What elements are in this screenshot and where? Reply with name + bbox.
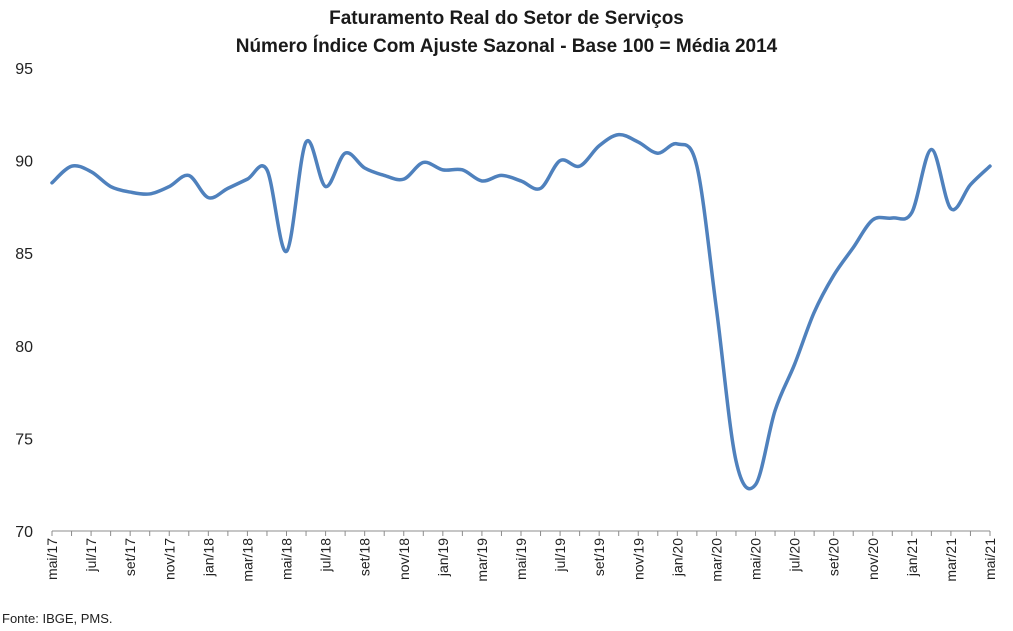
- data-point: [598, 144, 601, 147]
- data-point: [734, 459, 737, 462]
- x-tick-label: nov/17: [161, 538, 177, 580]
- x-tick-label: set/17: [122, 538, 138, 576]
- data-point: [363, 167, 366, 170]
- y-tick-label: 95: [15, 61, 33, 78]
- x-tick-label: mai/17: [44, 538, 60, 580]
- x-tick-label: jul/18: [318, 538, 334, 573]
- y-tick-label: 75: [15, 431, 33, 448]
- x-tick-label: jan/21: [904, 538, 920, 577]
- data-point: [265, 168, 268, 171]
- data-point: [324, 185, 327, 188]
- x-tick-label: mai/21: [982, 538, 998, 580]
- data-point: [207, 196, 210, 199]
- data-point: [989, 165, 992, 168]
- data-point: [695, 165, 698, 168]
- data-point: [715, 307, 718, 310]
- x-tick-label: mai/18: [279, 538, 295, 580]
- data-point: [578, 165, 581, 168]
- data-point: [246, 178, 249, 181]
- x-tick-label: nov/18: [396, 538, 412, 580]
- data-point: [871, 218, 874, 221]
- data-point: [637, 141, 640, 144]
- y-tick-label: 90: [15, 154, 33, 171]
- x-tick-label: jul/19: [552, 538, 568, 573]
- chart-subtitle: Número Índice Com Ajuste Sazonal - Base …: [235, 36, 778, 57]
- data-point: [285, 250, 288, 253]
- x-tick-label: set/19: [591, 538, 607, 576]
- x-tick-label: mar/21: [943, 538, 959, 582]
- data-point: [480, 179, 483, 182]
- data-point: [402, 178, 405, 181]
- data-point: [344, 152, 347, 155]
- data-point: [891, 217, 894, 220]
- x-tick-label: nov/19: [630, 538, 646, 580]
- data-point: [70, 165, 73, 168]
- data-point: [774, 409, 777, 412]
- x-tick-label: nov/20: [865, 538, 881, 580]
- data-point: [539, 187, 542, 190]
- data-point: [187, 174, 190, 177]
- x-tick-label: jan/20: [669, 538, 685, 577]
- data-point: [676, 142, 679, 145]
- x-tick-label: mar/19: [474, 538, 490, 582]
- data-point: [168, 185, 171, 188]
- x-tick-label: mar/20: [708, 538, 724, 582]
- x-tick-label: jan/18: [200, 538, 216, 577]
- data-point: [305, 141, 308, 144]
- x-tick-label: mar/18: [239, 538, 255, 582]
- x-tick-label: jan/19: [435, 538, 451, 577]
- y-tick-label: 85: [15, 246, 33, 263]
- data-point: [949, 207, 952, 210]
- data-point: [969, 183, 972, 186]
- chart-title: Faturamento Real do Setor de Serviços: [329, 8, 684, 29]
- data-point: [383, 174, 386, 177]
- x-tick-label: mai/20: [748, 538, 764, 580]
- x-tick-label: jul/20: [787, 538, 803, 573]
- data-point: [656, 152, 659, 155]
- data-point: [617, 133, 620, 136]
- data-point: [754, 483, 757, 486]
- data-point: [148, 192, 151, 195]
- y-tick-label: 70: [15, 524, 33, 541]
- y-tick-label: 80: [15, 339, 33, 356]
- data-point: [793, 363, 796, 366]
- data-point: [461, 168, 464, 171]
- x-tick-label: set/20: [826, 538, 842, 576]
- data-point: [559, 159, 562, 162]
- data-point: [910, 211, 913, 214]
- data-point: [441, 168, 444, 171]
- data-point: [930, 148, 933, 151]
- data-point: [520, 179, 523, 182]
- x-tick-label: mai/19: [513, 538, 529, 580]
- data-point: [500, 174, 503, 177]
- data-point: [90, 170, 93, 173]
- data-point: [813, 311, 816, 314]
- x-tick-label: set/18: [357, 538, 373, 576]
- data-point: [226, 187, 229, 190]
- data-point: [51, 181, 54, 184]
- data-point: [852, 246, 855, 249]
- x-tick-label: jul/17: [83, 538, 99, 573]
- data-point: [422, 161, 425, 164]
- series-line: [50, 132, 992, 491]
- data-point: [129, 191, 132, 194]
- source-note: Fonte: IBGE, PMS.: [2, 611, 113, 626]
- data-point: [832, 274, 835, 277]
- data-point: [109, 185, 112, 188]
